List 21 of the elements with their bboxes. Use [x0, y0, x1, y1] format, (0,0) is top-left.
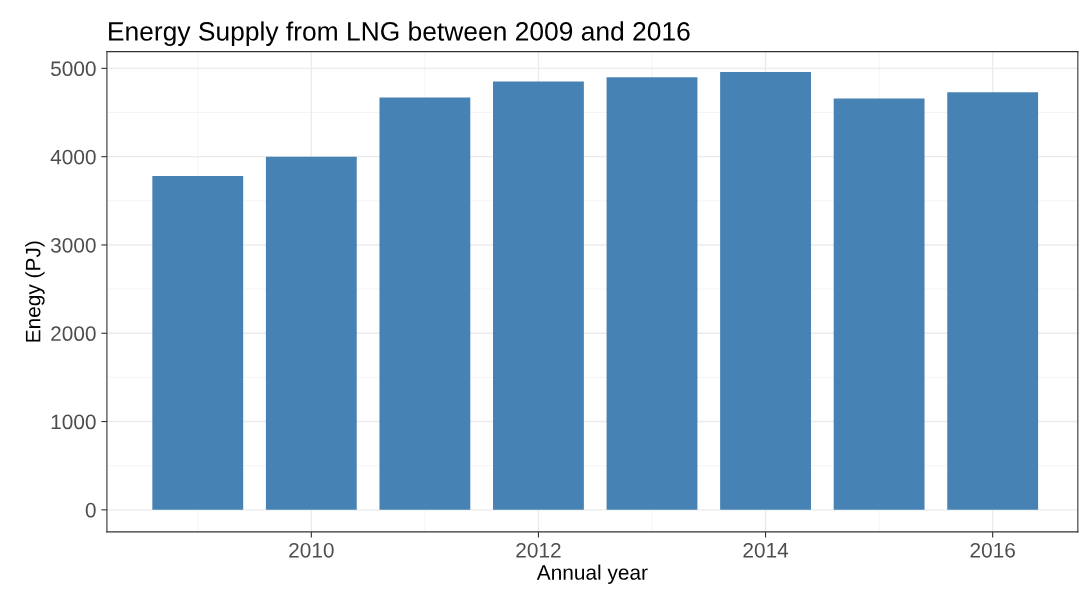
bar	[152, 176, 244, 510]
bar	[720, 71, 811, 510]
bar	[833, 98, 925, 510]
y-tick-label: 3000	[50, 237, 96, 253]
bar	[265, 156, 357, 510]
x-tick-label: 2010	[289, 542, 334, 558]
bar	[947, 92, 1039, 510]
x-axis-title: Annual year	[536, 564, 648, 584]
y-tick-label: 1000	[51, 414, 96, 430]
x-tick-label: 2014	[743, 542, 789, 558]
bar	[606, 77, 698, 510]
x-tick-label: 2012	[516, 542, 561, 558]
y-tick-label: 2000	[51, 326, 96, 342]
y-tick-label: 5000	[51, 61, 96, 77]
chart-title: Energy Supply from LNG between 2009 and 2016	[109, 21, 690, 46]
x-tick-label: 2016	[970, 542, 1015, 558]
bar	[379, 97, 471, 510]
y-axis-title: Enegy (PJ)	[25, 241, 45, 342]
bar	[493, 81, 584, 510]
y-tick-label: 4000	[50, 149, 96, 165]
y-tick-label: 0	[85, 502, 96, 518]
